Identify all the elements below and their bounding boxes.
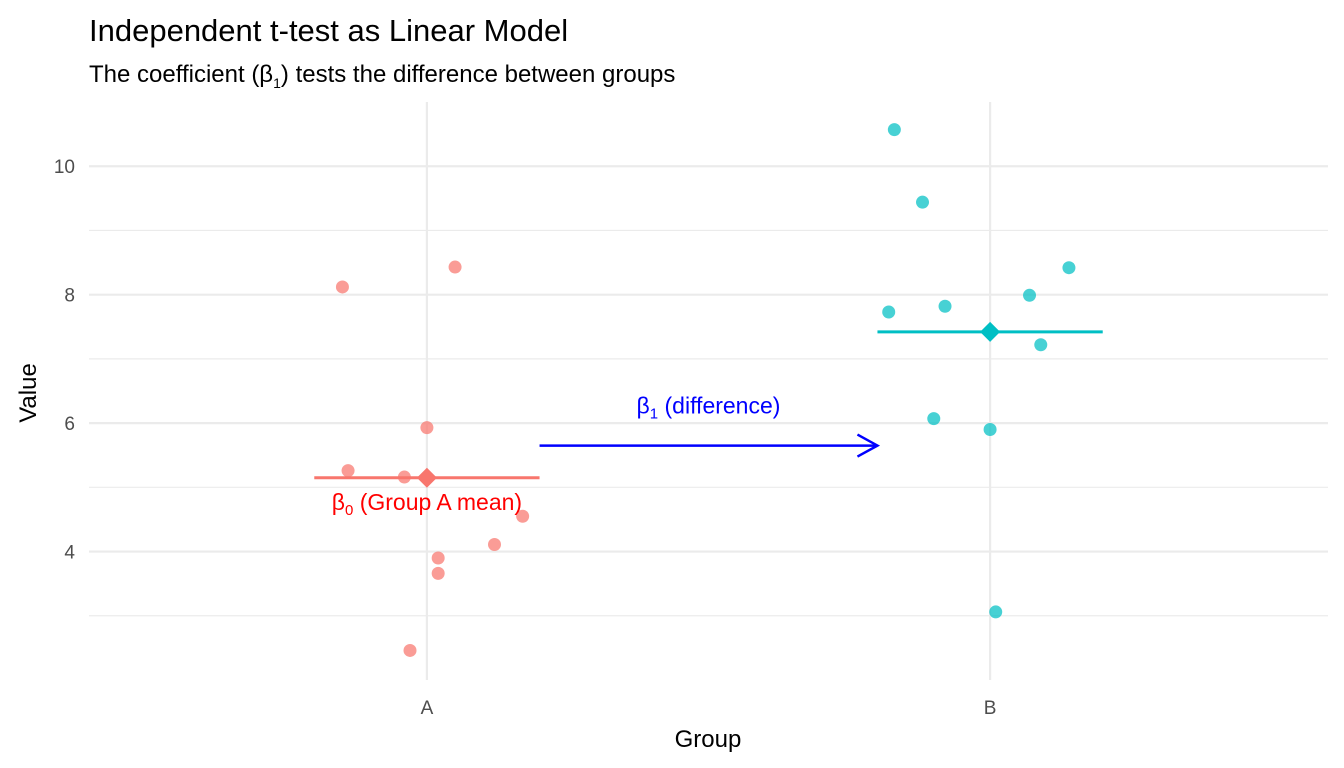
data-point [420,421,434,435]
data-point [1062,261,1076,275]
data-point [448,260,462,274]
y-tick-label: 10 [54,157,75,178]
data-point [927,412,941,426]
group-means [314,321,1103,488]
data-points [335,123,1076,657]
beta1-label: β1 (difference) [637,392,781,422]
data-point [487,537,501,551]
data-point [989,605,1003,619]
y-tick-label: 8 [64,286,75,307]
chart-title: Independent t-test as Linear Model [89,13,568,48]
data-point [431,551,445,565]
data-point [516,509,530,523]
data-point [882,305,896,319]
grid [89,102,1328,680]
data-point [403,643,417,657]
data-point [341,464,355,478]
data-point [1023,288,1037,302]
data-point [887,123,901,137]
y-axis-title: Value [15,363,42,423]
data-point [916,195,930,209]
annotations: β0 (Group A mean) β1 (difference) [332,392,881,519]
data-point [431,566,445,580]
x-axis-title: Group [675,726,742,753]
chart-subtitle: The coefficient (β1) tests the differenc… [89,61,675,91]
x-tick-label: B [984,698,997,719]
mean-diamond [416,467,437,488]
mean-diamond [980,321,1001,342]
data-point [335,280,349,294]
x-tick-label: A [421,698,434,719]
arrow-head [856,433,881,458]
data-point [938,299,952,313]
beta0-label: β0 (Group A mean) [332,489,522,519]
y-tick-label: 4 [64,543,75,564]
data-point [1034,338,1048,352]
data-point [983,423,997,437]
y-axis-ticks: 4 6 8 10 [54,157,76,563]
y-tick-label: 6 [64,414,75,435]
